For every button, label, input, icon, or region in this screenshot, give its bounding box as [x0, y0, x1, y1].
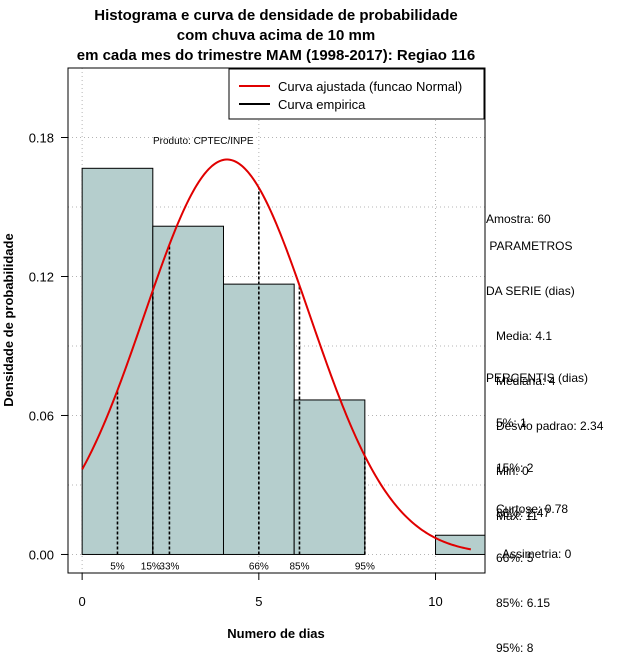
- stat-kurtosis: Curtose: 0.78: [486, 502, 569, 516]
- stat-min: Min: 0: [486, 464, 529, 478]
- histogram-bar: [435, 534, 486, 555]
- percentile-5: 5%: 1: [486, 416, 527, 430]
- percentile-lines: 5% 15%33% 66% 85% 95%: [110, 187, 375, 572]
- y-axis-label: Densidade de probabilidade: [1, 233, 16, 406]
- legend-label-normal: Curva ajustada (funcao Normal): [278, 79, 462, 94]
- chart-title-line-3: em cada mes do trimestre MAM (1998-2017)…: [77, 47, 476, 64]
- y-tick-label: 0.06: [29, 408, 54, 423]
- percentile-66: 66%: 5: [486, 551, 534, 565]
- x-axis-label: Numero de dias: [227, 626, 325, 641]
- shape-panel: Curtose: 0.78 Assimetria: 0: [486, 472, 571, 577]
- stat-stddev: Desvio padrao: 2.34: [486, 419, 604, 433]
- stat-max: Max: 11: [486, 509, 538, 523]
- percentile-85: 85%: 6.15: [486, 596, 551, 610]
- parameters-title: PARAMETROS: [486, 239, 573, 253]
- legend-label-empirical: Curva empirica: [278, 97, 366, 112]
- x-tick-label: 0: [79, 594, 86, 609]
- stats-panel: Amostra: 60: [486, 182, 551, 242]
- histogram-bar: [152, 225, 224, 555]
- chart-title-line-1: Histograma e curva de densidade de proba…: [94, 7, 457, 24]
- percentiles-panel: PERCENTIS (dias) 5%: 1 15%: 2 33%: 2.47 …: [486, 341, 588, 671]
- percentile-label: 15%: [141, 561, 161, 572]
- axes: 0 5 10 0.00 0.06 0.12 0.18: [29, 130, 443, 609]
- chart-title-line-2: com chuva acima de 10 mm: [177, 27, 375, 44]
- percentile-label: 66%: [249, 561, 269, 572]
- percentile-95: 95%: 8: [486, 641, 534, 655]
- legend-box: [228, 68, 485, 120]
- histogram-bars: [81, 167, 486, 555]
- percentile-label: 95%: [355, 561, 375, 572]
- percentiles-title: PERCENTIS (dias): [486, 371, 589, 385]
- sample-size: Amostra: 60: [486, 212, 551, 226]
- y-tick-label: 0.00: [29, 547, 54, 562]
- percentile-33: 33%: 2.47: [486, 506, 551, 520]
- series-parameters: PARAMETROS DA SERIE (dias) Media: 4.1 Me…: [486, 209, 603, 539]
- histogram-bar: [81, 167, 154, 555]
- parameters-subtitle: DA SERIE (dias): [486, 284, 575, 298]
- source-label: Produto: CPTEC/INPE: [153, 136, 254, 147]
- x-tick-label: 10: [428, 594, 442, 609]
- y-tick-label: 0.12: [29, 269, 54, 284]
- percentile-label: 5%: [110, 561, 125, 572]
- legend: Curva ajustada (funcao Normal) Curva emp…: [228, 68, 485, 120]
- percentile-label: 85%: [289, 561, 309, 572]
- histogram-bar: [293, 399, 366, 555]
- stat-median: Mediana: 4: [486, 374, 556, 388]
- x-tick-label: 5: [255, 594, 262, 609]
- y-tick-label: 0.18: [29, 130, 54, 145]
- percentile-label: 33%: [159, 561, 179, 572]
- stat-skewness: Assimetria: 0: [486, 547, 572, 561]
- percentile-15: 15%: 2: [486, 461, 534, 475]
- normal-density-curve: [81, 158, 472, 551]
- stat-mean: Media: 4.1: [486, 329, 553, 343]
